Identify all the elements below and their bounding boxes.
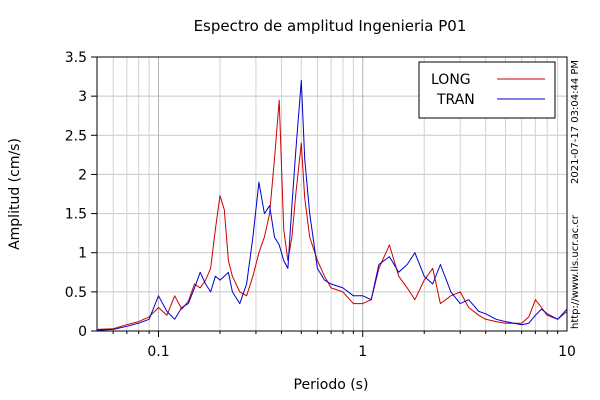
chart-title: Espectro de amplitud Ingenieria P01 bbox=[194, 17, 467, 35]
legend-label-tran: TRAN bbox=[436, 92, 475, 108]
plot-frame bbox=[96, 56, 568, 332]
x-axis-label: Periodo (s) bbox=[294, 377, 369, 393]
timestamp-text: 2021-07-17 03:04:44 PM bbox=[570, 60, 581, 184]
legend-label-long: LONG bbox=[431, 72, 471, 88]
x-tick-label: 1 bbox=[358, 344, 367, 360]
y-tick-label: 2 bbox=[78, 167, 87, 183]
y-tick-label: 3.5 bbox=[65, 50, 87, 66]
y-tick-label: 1 bbox=[78, 246, 87, 262]
y-tick-label: 2.5 bbox=[65, 128, 87, 144]
y-tick-label: 1.5 bbox=[65, 207, 87, 223]
x-tick-label: 10 bbox=[558, 344, 576, 360]
series-line-tran bbox=[96, 80, 568, 331]
legend: LONG TRAN bbox=[418, 61, 556, 119]
y-tick-label: 0.5 bbox=[65, 285, 87, 301]
axis-ticks: 0 0.5 1 1.5 2 2.5 3 3.5 0.1 1 10 bbox=[65, 50, 576, 360]
series-lines bbox=[96, 80, 568, 331]
x-tick-label: 0.1 bbox=[147, 344, 169, 360]
legend-box bbox=[418, 61, 556, 119]
grid-lines bbox=[97, 57, 567, 331]
y-tick-label: 0 bbox=[78, 324, 87, 340]
source-url-text: http://www.lis.ucr.ac.cr bbox=[570, 214, 581, 329]
series-line-long bbox=[96, 99, 568, 330]
y-axis-label: Amplitud (cm/s) bbox=[7, 138, 23, 250]
y-tick-label: 3 bbox=[78, 89, 87, 105]
